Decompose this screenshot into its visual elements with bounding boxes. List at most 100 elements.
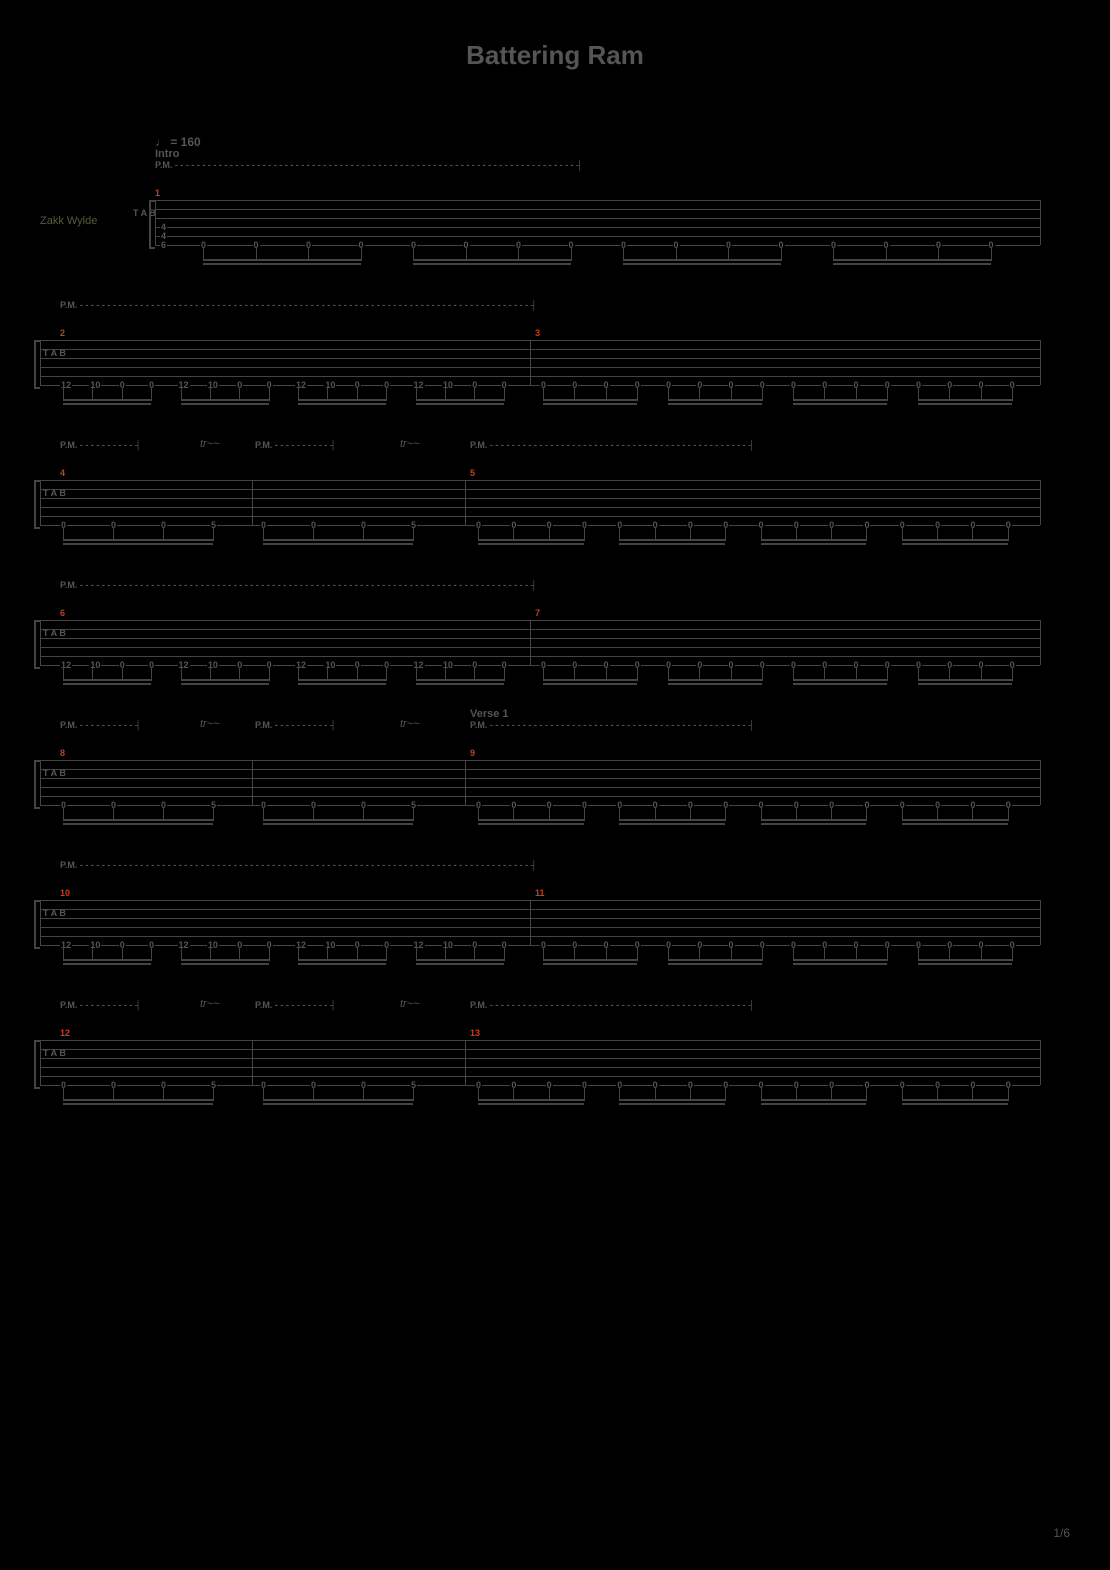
beam xyxy=(793,679,887,681)
staff-line xyxy=(40,349,1040,350)
note-stem xyxy=(1012,387,1013,401)
barline xyxy=(1040,1040,1041,1085)
beam xyxy=(902,539,1008,541)
trill-mark: tr~~ xyxy=(200,718,220,730)
measure-number: 12 xyxy=(60,1028,70,1038)
measure-number: 9 xyxy=(470,748,475,758)
staff-line xyxy=(40,358,1040,359)
beam xyxy=(413,259,571,261)
system-bracket xyxy=(34,480,40,529)
beam xyxy=(63,683,151,685)
note-stem xyxy=(1008,1087,1009,1101)
fret-number: 4 xyxy=(160,231,167,241)
barline xyxy=(40,620,41,665)
beam xyxy=(263,539,413,541)
beam xyxy=(63,403,151,405)
staff-line xyxy=(155,227,1040,228)
fret-number: 10 xyxy=(324,660,336,670)
system-bracket xyxy=(34,340,40,389)
note-stem xyxy=(1008,527,1009,541)
note-stem xyxy=(866,527,867,541)
beam xyxy=(478,1099,584,1101)
note-stem xyxy=(762,667,763,681)
beam xyxy=(918,963,1012,965)
note-stem xyxy=(386,387,387,401)
measure-number: 2 xyxy=(60,328,65,338)
note-stem xyxy=(725,527,726,541)
staff-line xyxy=(40,340,1040,341)
beam xyxy=(181,963,269,965)
note-stem xyxy=(1012,947,1013,961)
beam xyxy=(543,683,637,685)
beam xyxy=(63,959,151,961)
beam xyxy=(918,959,1012,961)
barline xyxy=(530,900,531,945)
beam xyxy=(918,403,1012,405)
staff-system: T A BVerse 1P.M. - - - - - - - - - - ┤P.… xyxy=(0,730,1110,870)
staff-system: T A B P.M. - - - - - - - - - - - - - - - … xyxy=(0,310,1110,450)
fret-number: 12 xyxy=(295,380,307,390)
note-stem xyxy=(213,1087,214,1101)
beam xyxy=(761,1099,867,1101)
beam xyxy=(793,963,887,965)
beam xyxy=(416,679,504,681)
pm-mark: P.M. - - - - - - - - - - ┤ xyxy=(60,720,141,730)
barline xyxy=(530,340,531,385)
beam xyxy=(619,823,725,825)
beam xyxy=(543,399,637,401)
note-stem xyxy=(571,247,572,261)
pm-mark: P.M. - - - - - - - - - - - - - - - - - -… xyxy=(470,720,755,730)
beam xyxy=(416,399,504,401)
fret-number: 12 xyxy=(60,940,72,950)
staff-line xyxy=(155,218,1040,219)
pm-mark: P.M. - - - - - - - - - - - - - - - - - -… xyxy=(470,440,755,450)
beam xyxy=(793,683,887,685)
beam xyxy=(298,683,386,685)
beam xyxy=(761,1103,867,1105)
fret-number: 10 xyxy=(207,660,219,670)
measure-number: 1 xyxy=(155,188,160,198)
beam xyxy=(902,819,1008,821)
system-bracket xyxy=(34,760,40,809)
beam xyxy=(543,679,637,681)
beam xyxy=(63,1103,213,1105)
barline xyxy=(252,1040,253,1085)
staff-line xyxy=(40,918,1040,919)
measure-number: 3 xyxy=(535,328,540,338)
barline xyxy=(465,480,466,525)
staff-line xyxy=(155,209,1040,210)
barline xyxy=(465,760,466,805)
beam xyxy=(918,399,1012,401)
beam xyxy=(478,823,584,825)
beam xyxy=(833,263,991,265)
fret-number: 12 xyxy=(178,660,190,670)
beam xyxy=(619,543,725,545)
staff-line xyxy=(40,787,1040,788)
staff-system: T A BZakk Wylde♩ = 160IntroP.M. - - - - … xyxy=(0,170,1110,310)
beam xyxy=(761,823,867,825)
note-stem xyxy=(584,1087,585,1101)
measure-number: 4 xyxy=(60,468,65,478)
barline xyxy=(40,1040,41,1085)
staff-line xyxy=(40,1049,1040,1050)
staff-line xyxy=(40,927,1040,928)
note-stem xyxy=(584,807,585,821)
fret-number: 10 xyxy=(89,940,101,950)
note-stem xyxy=(269,387,270,401)
tab-letters: T A B xyxy=(43,348,66,358)
staff-line xyxy=(40,760,1040,761)
beam xyxy=(478,1103,584,1105)
pm-mark: P.M. - - - - - - - - - - - - - - - - - -… xyxy=(60,300,537,310)
staff-line xyxy=(40,656,1040,657)
beam xyxy=(619,1099,725,1101)
beam xyxy=(63,963,151,965)
note-stem xyxy=(151,387,152,401)
beam xyxy=(63,823,213,825)
pm-mark: P.M. - - - - - - - - - - ┤ xyxy=(255,720,336,730)
pm-mark: P.M. - - - - - - - - - - ┤ xyxy=(60,440,141,450)
beam xyxy=(623,263,781,265)
note-stem xyxy=(269,667,270,681)
staff-line xyxy=(40,367,1040,368)
beam xyxy=(543,959,637,961)
barline xyxy=(530,620,531,665)
